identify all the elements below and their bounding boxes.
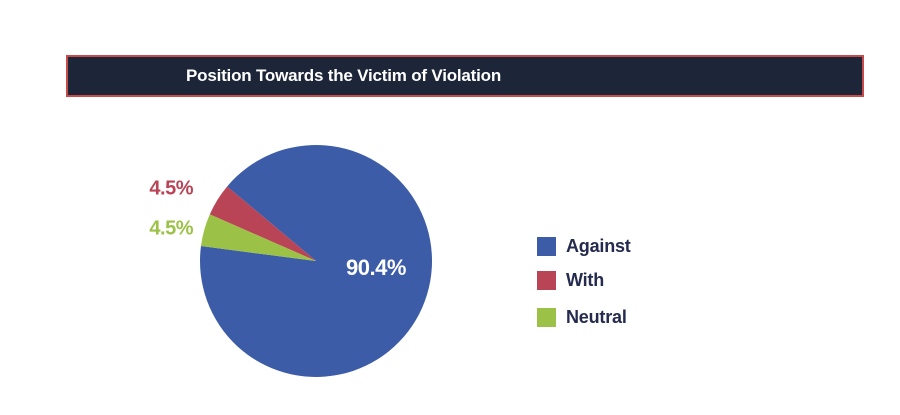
- legend-item-neutral: Neutral: [537, 307, 627, 327]
- chart-title: Position Towards the Victim of Violation: [186, 66, 502, 85]
- legend-swatch-neutral: [537, 308, 556, 327]
- legend-label-with: With: [566, 270, 605, 290]
- slice-label-neutral: 4.5%: [149, 217, 193, 240]
- pie-slice-with: [209, 186, 316, 261]
- pie-slice-against: [200, 144, 433, 377]
- legend-swatch-with: [537, 271, 556, 290]
- legend-swatch-against: [537, 237, 556, 256]
- slice-label-with: 4.5%: [149, 177, 193, 200]
- legend-item-with: With: [537, 270, 605, 290]
- pie-slice-neutral: [200, 214, 316, 261]
- chart-title-bar: Position Towards the Victim of Violation: [66, 55, 864, 97]
- slice-label-against: 90.4%: [346, 255, 406, 280]
- legend-label-neutral: Neutral: [566, 307, 627, 327]
- legend-item-against: Against: [537, 236, 631, 256]
- legend-label-against: Against: [566, 236, 631, 256]
